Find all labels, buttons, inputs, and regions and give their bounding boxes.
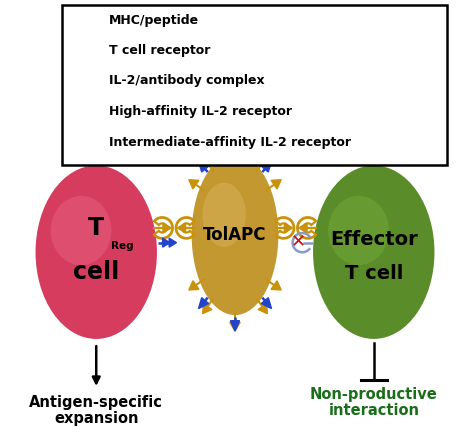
Polygon shape	[189, 180, 199, 189]
Polygon shape	[299, 223, 307, 233]
Polygon shape	[258, 303, 267, 313]
Text: Intermediate-affinity IL-2 receptor: Intermediate-affinity IL-2 receptor	[109, 136, 351, 150]
Text: Antigen-specific
expansion: Antigen-specific expansion	[29, 395, 163, 426]
Polygon shape	[230, 322, 240, 331]
Polygon shape	[198, 161, 209, 172]
Polygon shape	[87, 76, 95, 86]
Polygon shape	[80, 106, 87, 116]
Ellipse shape	[203, 183, 246, 247]
Polygon shape	[80, 76, 88, 86]
Polygon shape	[163, 223, 171, 233]
Polygon shape	[284, 223, 293, 233]
Text: Non-productive
interaction: Non-productive interaction	[310, 387, 438, 418]
Ellipse shape	[51, 196, 111, 265]
Text: T cell receptor: T cell receptor	[109, 44, 211, 57]
Polygon shape	[230, 139, 240, 147]
Text: T cell: T cell	[345, 264, 403, 283]
Text: ✕: ✕	[290, 234, 306, 252]
Polygon shape	[177, 223, 186, 233]
Polygon shape	[189, 281, 199, 290]
Ellipse shape	[192, 155, 278, 315]
Text: Effector: Effector	[330, 230, 418, 249]
Polygon shape	[261, 298, 272, 309]
Polygon shape	[163, 238, 170, 247]
Text: Reg: Reg	[111, 241, 134, 251]
Polygon shape	[261, 161, 272, 172]
Polygon shape	[230, 139, 240, 149]
FancyBboxPatch shape	[62, 5, 447, 166]
Polygon shape	[271, 281, 281, 290]
Text: IL-2/antibody complex: IL-2/antibody complex	[109, 75, 265, 87]
Polygon shape	[271, 180, 281, 189]
Text: MHC/peptide: MHC/peptide	[109, 14, 199, 27]
Polygon shape	[203, 303, 212, 313]
Polygon shape	[198, 298, 209, 309]
Ellipse shape	[328, 196, 389, 265]
Polygon shape	[169, 238, 176, 247]
Polygon shape	[230, 321, 240, 331]
Text: TolAPC: TolAPC	[203, 226, 267, 244]
Polygon shape	[203, 156, 212, 166]
Text: T: T	[88, 216, 104, 240]
Polygon shape	[87, 106, 94, 116]
Polygon shape	[258, 156, 267, 166]
Polygon shape	[86, 14, 97, 27]
Text: cell: cell	[73, 260, 119, 284]
Ellipse shape	[313, 166, 434, 339]
Text: High-affinity IL-2 receptor: High-affinity IL-2 receptor	[109, 105, 292, 118]
Ellipse shape	[36, 166, 157, 339]
